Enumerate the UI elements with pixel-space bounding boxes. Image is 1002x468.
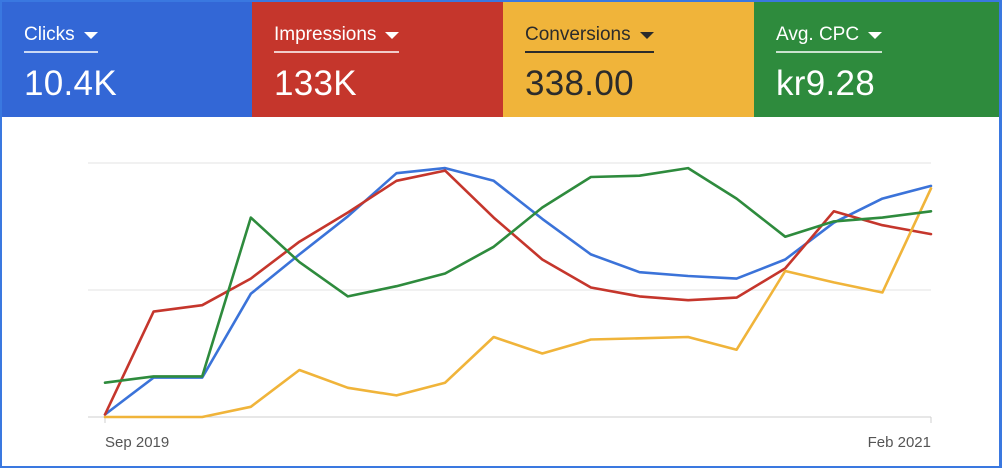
dropdown-caret-icon <box>639 31 654 39</box>
metric-tile-avg-cpc[interactable]: Avg. CPC kr9.28 <box>754 2 999 117</box>
series-line-impressions <box>103 169 933 416</box>
metric-selector-clicks[interactable]: Clicks <box>24 24 98 53</box>
metric-label: Clicks <box>24 24 75 45</box>
series-line-avg-cpc <box>103 166 933 385</box>
line-chart: Sep 2019 Feb 2021 <box>88 162 933 451</box>
metric-tile-impressions[interactable]: Impressions 133K <box>252 2 503 117</box>
dropdown-caret-icon <box>868 31 883 39</box>
metric-tile-conversions[interactable]: Conversions 338.00 <box>503 2 754 117</box>
metric-selector-avg-cpc[interactable]: Avg. CPC <box>776 24 883 53</box>
metric-label: Avg. CPC <box>776 24 860 45</box>
dropdown-caret-icon <box>83 31 98 39</box>
series-line-clicks <box>103 166 933 416</box>
metric-selector-impressions[interactable]: Impressions <box>274 24 400 53</box>
gridlines <box>88 162 932 423</box>
metric-value: 338.00 <box>525 64 634 103</box>
metric-value: kr9.28 <box>776 64 876 103</box>
dropdown-caret-icon <box>385 31 400 39</box>
metric-tiles: Clicks 10.4K Impressions 133K Conversion… <box>2 2 999 117</box>
x-axis-ticks: Sep 2019 Feb 2021 <box>105 434 931 451</box>
metric-label: Impressions <box>274 24 377 45</box>
x-tick-label-end: Feb 2021 <box>868 434 931 451</box>
metric-selector-conversions[interactable]: Conversions <box>525 24 654 53</box>
metric-label: Conversions <box>525 24 631 45</box>
metric-value: 10.4K <box>24 64 117 103</box>
series-lines <box>103 166 933 419</box>
series-line-conversions <box>103 187 933 419</box>
x-tick-label-start: Sep 2019 <box>105 434 169 451</box>
metric-tile-clicks[interactable]: Clicks 10.4K <box>2 2 252 117</box>
metric-value: 133K <box>274 64 357 103</box>
